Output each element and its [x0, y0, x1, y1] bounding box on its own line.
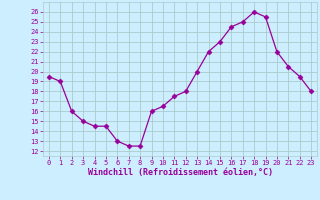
X-axis label: Windchill (Refroidissement éolien,°C): Windchill (Refroidissement éolien,°C) — [87, 168, 273, 177]
